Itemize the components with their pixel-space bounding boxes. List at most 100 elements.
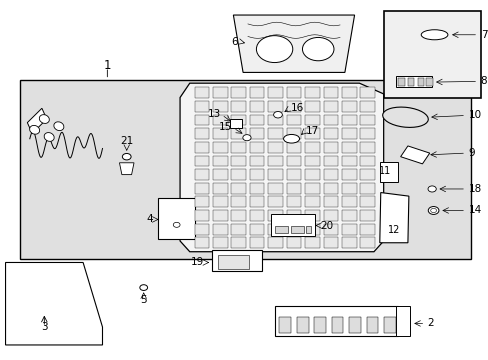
Bar (360, 183, 374, 194)
Bar (231, 183, 245, 194)
Polygon shape (27, 108, 47, 134)
Bar (360, 115, 374, 126)
Bar (341, 197, 356, 207)
Bar (323, 210, 337, 221)
Bar (213, 129, 227, 139)
Bar (286, 197, 301, 207)
Bar (286, 169, 301, 180)
Bar (213, 197, 227, 207)
Bar (305, 169, 319, 180)
Bar (360, 237, 374, 248)
Bar (305, 115, 319, 126)
Polygon shape (119, 163, 134, 175)
Bar (323, 101, 337, 112)
Ellipse shape (273, 112, 282, 118)
Bar (213, 210, 227, 221)
Bar (268, 197, 282, 207)
Bar (305, 224, 319, 234)
Ellipse shape (427, 186, 435, 192)
Text: 5: 5 (140, 295, 147, 305)
Bar (231, 156, 245, 166)
Bar (341, 183, 356, 194)
Bar (360, 142, 374, 153)
Bar (286, 142, 301, 153)
Bar (249, 101, 264, 112)
Ellipse shape (420, 30, 447, 40)
Text: 15: 15 (219, 122, 232, 132)
Ellipse shape (54, 122, 64, 131)
Bar (249, 183, 264, 194)
Bar (249, 129, 264, 139)
Bar (395, 76, 431, 87)
Bar (194, 87, 209, 98)
Bar (231, 129, 245, 139)
Bar (194, 183, 209, 194)
Bar (249, 142, 264, 153)
Ellipse shape (140, 285, 147, 291)
Ellipse shape (302, 37, 333, 61)
Ellipse shape (382, 107, 427, 127)
Text: 3: 3 (41, 322, 47, 332)
Bar (341, 101, 356, 112)
Bar (286, 87, 301, 98)
Text: 20: 20 (320, 221, 333, 230)
Bar (286, 115, 301, 126)
Text: 6: 6 (231, 37, 238, 47)
Bar (249, 156, 264, 166)
Bar (323, 142, 337, 153)
Bar (305, 183, 319, 194)
Ellipse shape (430, 208, 436, 213)
Bar (331, 317, 343, 333)
Bar (341, 210, 356, 221)
Bar (323, 224, 337, 234)
Bar (268, 142, 282, 153)
Bar (286, 237, 301, 248)
Text: 13: 13 (207, 109, 221, 119)
Bar (323, 169, 337, 180)
Bar (384, 317, 395, 333)
Bar (268, 129, 282, 139)
Bar (231, 237, 245, 248)
Bar (213, 115, 227, 126)
Bar (268, 224, 282, 234)
Bar (360, 87, 374, 98)
Text: 10: 10 (468, 111, 481, 121)
Bar (417, 78, 423, 86)
Bar (305, 210, 319, 221)
Polygon shape (5, 262, 102, 345)
Bar (274, 306, 397, 336)
Ellipse shape (283, 134, 299, 143)
Bar (231, 197, 245, 207)
Bar (213, 237, 227, 248)
Bar (249, 197, 264, 207)
Bar (305, 226, 310, 233)
Bar (360, 129, 374, 139)
Bar (341, 224, 356, 234)
Text: 2: 2 (427, 319, 433, 328)
Bar (268, 101, 282, 112)
Bar (360, 156, 374, 166)
Bar (360, 101, 374, 112)
Text: 7: 7 (480, 30, 486, 40)
Bar (286, 224, 301, 234)
Ellipse shape (122, 153, 131, 160)
Bar (279, 317, 290, 333)
Bar (379, 162, 397, 182)
Bar (341, 115, 356, 126)
Bar (305, 129, 319, 139)
Bar (341, 156, 356, 166)
Bar (158, 198, 194, 239)
Bar (194, 210, 209, 221)
Bar (286, 129, 301, 139)
Bar (323, 237, 337, 248)
Bar (194, 197, 209, 207)
Bar (268, 237, 282, 248)
Bar (305, 197, 319, 207)
Bar (323, 115, 337, 126)
Bar (305, 87, 319, 98)
Bar (194, 169, 209, 180)
Bar (231, 224, 245, 234)
Bar (194, 156, 209, 166)
Bar (229, 119, 241, 128)
Bar (268, 183, 282, 194)
